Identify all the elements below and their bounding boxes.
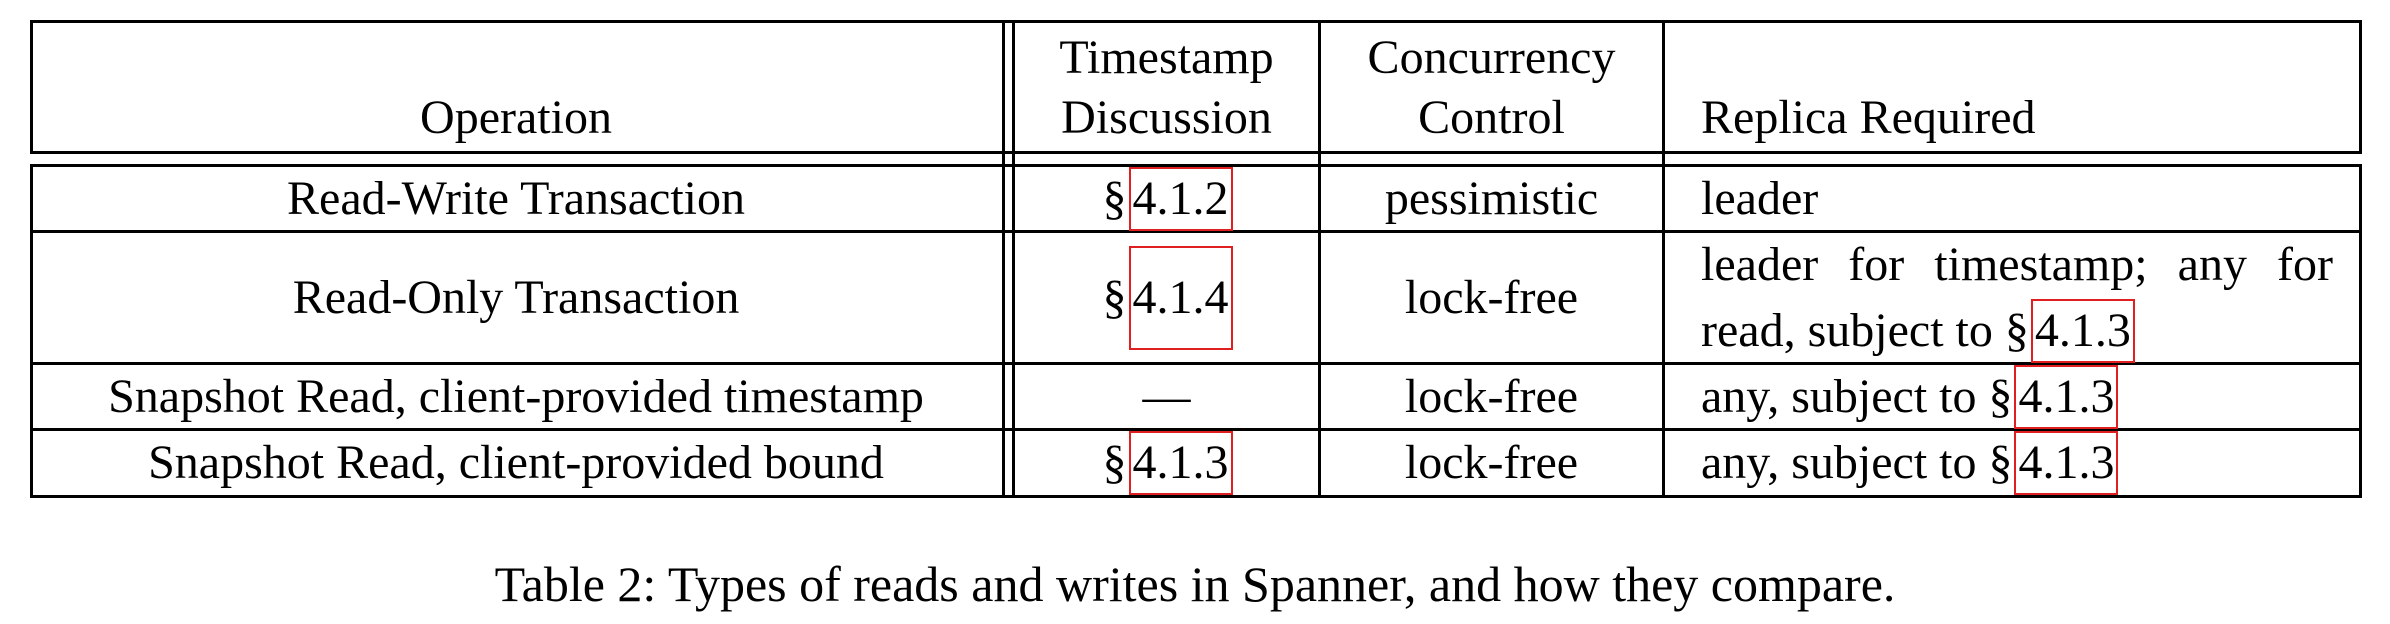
- row3-concurrency: lock-free: [1404, 369, 1579, 423]
- row3-section-mark: §: [1988, 369, 2013, 423]
- row4-section-mark: §: [1988, 436, 2013, 489]
- row2-replica-section-mark: §: [2004, 303, 2029, 357]
- row4-replica: any, subject to § 4.1.3: [1665, 431, 2362, 495]
- header-timestamp-line1: Timestamp: [1059, 31, 1274, 84]
- row2-replica-word-2: for: [1848, 237, 1905, 291]
- row3-operation: Snapshot Read, client-provided timestamp: [108, 369, 924, 423]
- row2-replica-word-3: timestamp;: [1934, 237, 2148, 291]
- row2-replica-ref[interactable]: 4.1.3: [2030, 298, 2135, 363]
- row4-concurrency: lock-free: [1404, 436, 1579, 489]
- header-operation-line1: Operation: [420, 91, 612, 144]
- table-body-frame: [30, 164, 2362, 498]
- header-replica-line1: Replica Required: [1701, 91, 2036, 144]
- row1-concurrency: pessimistic: [1384, 171, 1599, 225]
- row4-timestamp-ref[interactable]: 4.1.3: [1128, 431, 1233, 495]
- table-caption: Table 2: Types of reads and writes in Sp…: [494, 556, 1896, 612]
- row4-replica-ref[interactable]: 4.1.3: [2014, 431, 2119, 495]
- table-header-frame: [30, 20, 2362, 154]
- header-operation: Operation: [30, 20, 1002, 154]
- header-replica: Replica Required: [1665, 20, 2362, 154]
- header-concurrency-line2: Control: [1418, 91, 1565, 144]
- row2-concurrency: lock-free: [1404, 270, 1579, 324]
- row-divider-1: [30, 230, 2362, 233]
- row3-replica-ref[interactable]: 4.1.3: [2014, 364, 2119, 429]
- header-timestamp: Timestamp Discussion: [1015, 20, 1318, 154]
- column-divider-timestamp: [1318, 20, 1321, 498]
- row3-replica-prefix: any, subject to: [1701, 369, 1977, 423]
- row2-section-mark: §: [1102, 270, 1127, 324]
- row2-timestamp: § 4.1.4: [1015, 233, 1318, 362]
- row2-replica-word-4: any: [2177, 237, 2247, 291]
- row-divider-3: [30, 428, 2362, 431]
- row4-timestamp: § 4.1.3: [1015, 431, 1318, 495]
- column-divider-double-b: [1012, 20, 1015, 498]
- row2-operation: Read-Only Transaction: [292, 270, 740, 324]
- row1-replica: leader: [1701, 171, 1819, 225]
- row2-timestamp-ref[interactable]: 4.1.4: [1128, 245, 1233, 350]
- header-concurrency-line1: Concurrency: [1367, 31, 1616, 84]
- row4-operation: Snapshot Read, client-provided bound: [148, 436, 884, 489]
- row-divider-2: [30, 362, 2362, 365]
- row3-timestamp: —: [1142, 369, 1191, 423]
- column-divider-double-a: [1002, 20, 1005, 498]
- row2-replica-prefix: read, subject to: [1701, 303, 1993, 357]
- row2-replica-line1: leader for timestamp; any for: [1701, 232, 2333, 298]
- header-timestamp-line2: Discussion: [1061, 91, 1272, 144]
- row2-replica-line2: read, subject to § 4.1.3: [1701, 298, 2135, 364]
- row4-section-mark: §: [1102, 436, 1127, 489]
- row2-replica-word-5: for: [2277, 237, 2333, 291]
- row1-timestamp-ref[interactable]: 4.1.2: [1128, 166, 1233, 231]
- row1-timestamp: § 4.1.2: [1015, 166, 1318, 231]
- row1-operation: Read-Write Transaction: [287, 171, 745, 225]
- header-concurrency: Concurrency Control: [1321, 20, 1662, 154]
- row1-section-mark: §: [1102, 171, 1127, 225]
- row3-replica: any, subject to § 4.1.3: [1665, 364, 2362, 429]
- column-divider-concurrency: [1662, 20, 1665, 498]
- reads-writes-table: Operation Timestamp Discussion Concurren…: [30, 20, 2362, 498]
- row4-replica-prefix: any, subject to: [1701, 436, 1977, 489]
- row2-replica-word-1: leader: [1701, 237, 1819, 291]
- row2-replica: leader for timestamp; any for read, subj…: [1665, 232, 2362, 364]
